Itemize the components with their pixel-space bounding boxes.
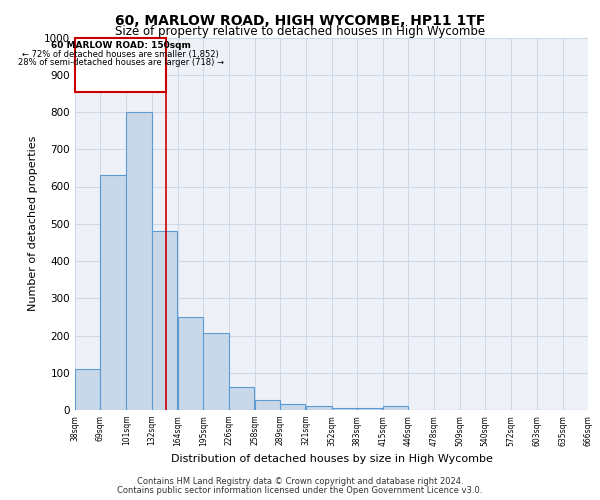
Bar [152,231,177,410]
Bar [383,406,408,410]
Bar [178,317,203,410]
Text: 60 MARLOW ROAD: 150sqm: 60 MARLOW ROAD: 150sqm [51,41,191,50]
Bar [203,333,229,410]
Bar [255,400,280,410]
Bar [229,386,254,410]
Y-axis label: Number of detached properties: Number of detached properties [28,136,38,312]
Text: 60, MARLOW ROAD, HIGH WYCOMBE, HP11 1TF: 60, MARLOW ROAD, HIGH WYCOMBE, HP11 1TF [115,14,485,28]
Text: ← 72% of detached houses are smaller (1,852): ← 72% of detached houses are smaller (1,… [22,50,219,59]
Bar [100,176,125,410]
Bar [357,408,382,410]
Bar [280,404,305,410]
Text: 28% of semi-detached houses are larger (718) →: 28% of semi-detached houses are larger (… [18,58,224,67]
Bar [127,112,152,410]
Text: Contains HM Land Registry data © Crown copyright and database right 2024.: Contains HM Land Registry data © Crown c… [137,477,463,486]
Bar [75,369,100,410]
Text: Contains public sector information licensed under the Open Government Licence v3: Contains public sector information licen… [118,486,482,495]
Bar [332,408,357,410]
X-axis label: Distribution of detached houses by size in High Wycombe: Distribution of detached houses by size … [170,454,493,464]
FancyBboxPatch shape [75,38,166,92]
Bar [306,406,331,410]
Text: Size of property relative to detached houses in High Wycombe: Size of property relative to detached ho… [115,25,485,38]
